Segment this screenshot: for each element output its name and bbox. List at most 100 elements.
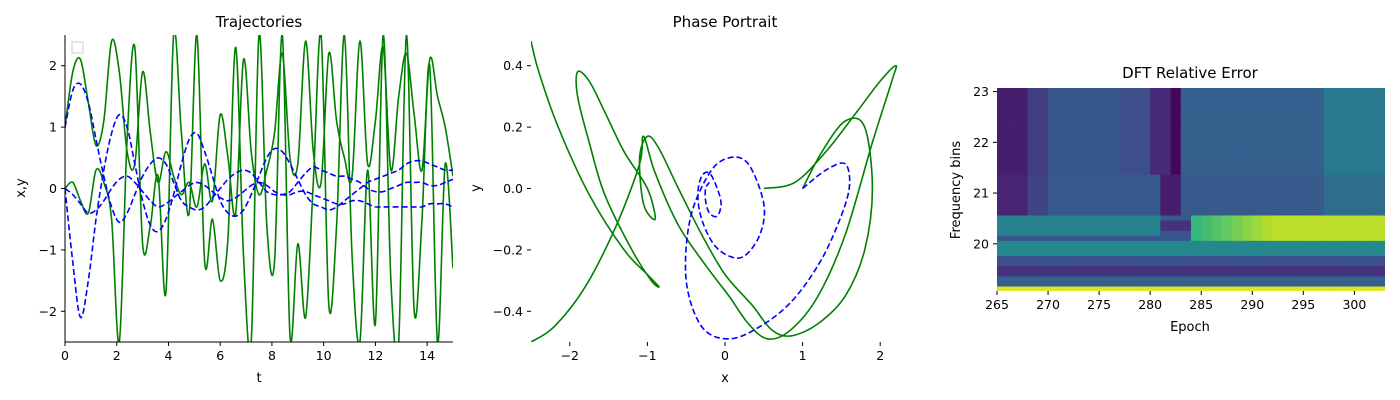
heatmap-cell [1191, 280, 1202, 287]
heatmap-cell [1364, 245, 1376, 251]
heatmap-cell [1109, 235, 1121, 241]
heatmap-cell [1221, 118, 1233, 125]
heatmap-cell [1354, 189, 1366, 196]
heatmap-cell [1242, 209, 1253, 216]
heatmap-cell [1027, 128, 1039, 135]
heatmap-cell [1088, 113, 1100, 120]
heatmap-cell [1252, 280, 1264, 287]
heatmap-cell [1344, 280, 1355, 287]
heatmap-cell [1282, 275, 1294, 282]
heatmap-cell [1354, 133, 1366, 140]
heatmap-cell [1058, 88, 1070, 94]
heatmap-cell [1262, 113, 1274, 120]
heatmap-cell [1293, 88, 1304, 94]
y-tick-label: −0.4 [493, 304, 523, 319]
heatmap-cell [1201, 245, 1213, 251]
heatmap-cell [1231, 250, 1243, 257]
heatmap-cell [1099, 184, 1110, 191]
heatmap-cell [1191, 128, 1202, 135]
heatmap-cell [1201, 260, 1213, 267]
heatmap-cell [1017, 199, 1029, 206]
heatmap-cell [1160, 214, 1172, 221]
heatmap-cell [1037, 280, 1049, 287]
heatmap-cell [1170, 143, 1182, 150]
heatmap-cell [1344, 189, 1355, 196]
heatmap-cell [1007, 189, 1019, 196]
heatmap-cell [1344, 143, 1355, 150]
heatmap-cell [1058, 285, 1070, 291]
heatmap-cell [1119, 174, 1131, 180]
heatmap-cell [1333, 204, 1345, 211]
heatmap-cell [997, 260, 1008, 267]
heatmap-cell [1017, 179, 1029, 186]
heatmap-cell [1303, 143, 1315, 150]
heatmap-cell [1007, 148, 1019, 155]
heatmap-cell [1262, 133, 1274, 140]
heatmap-cell [1211, 143, 1223, 150]
heatmap-cell [1374, 280, 1385, 287]
heatmap-cell [1323, 118, 1335, 125]
heatmap-cell [1313, 153, 1325, 160]
heatmap-cell [1139, 260, 1151, 267]
heatmap-cell [1374, 113, 1385, 120]
heatmap-cell [1221, 179, 1233, 186]
heatmap-cell [1078, 179, 1090, 186]
heatmap-cell [1303, 270, 1315, 277]
heatmap-cell [1344, 265, 1355, 272]
heatmap-cell [1272, 230, 1284, 236]
heatmap-cell [1150, 225, 1161, 231]
heatmap-cell [1150, 148, 1161, 155]
heatmap-cell [1252, 209, 1264, 216]
heatmap-cell [1354, 230, 1366, 236]
heatmap-cell [1323, 255, 1335, 262]
heatmap-cell [1354, 128, 1366, 135]
heatmap-cell [1109, 184, 1121, 191]
heatmap-cell [1333, 179, 1345, 186]
heatmap-cell [1231, 245, 1243, 251]
heatmap-cell [1201, 169, 1213, 175]
heatmap-cell [1191, 219, 1202, 226]
heatmap-cell [1007, 113, 1019, 120]
heatmap-cell [1037, 225, 1049, 231]
heatmap-cell [1303, 265, 1315, 272]
heatmap-cell [1354, 219, 1366, 226]
heatmap-cell [1160, 285, 1172, 291]
heatmap-cell [1099, 209, 1110, 216]
heatmap-cell [1242, 204, 1253, 211]
heatmap-cell [1017, 230, 1029, 236]
heatmap-cell [1313, 179, 1325, 186]
heatmap-cell [1374, 179, 1385, 186]
heatmap-cell [1374, 103, 1385, 109]
heatmap-cell [1201, 184, 1213, 191]
heatmap-cell [1354, 108, 1366, 114]
heatmap-cell [1027, 255, 1039, 262]
heatmap-cell [1150, 204, 1161, 211]
heatmap-cell [1313, 128, 1325, 135]
heatmap-cell [1007, 225, 1019, 231]
heatmap-cell [1027, 88, 1039, 94]
heatmap-cell [1191, 103, 1202, 109]
heatmap-cell [1333, 118, 1345, 125]
heatmap-cell [1078, 204, 1090, 211]
heatmap-cell [1344, 98, 1355, 104]
heatmap-cell [1252, 93, 1264, 99]
heatmap-cell [1333, 265, 1345, 272]
heatmap-cell [1037, 240, 1049, 246]
heatmap-cell [1119, 214, 1131, 221]
heatmap-cell [1242, 164, 1253, 170]
heatmap-cell [1272, 194, 1284, 201]
heatmap-cell [1160, 230, 1172, 236]
heatmap-cell [1344, 118, 1355, 125]
trajectories-xlabel: t [256, 371, 261, 386]
heatmap-cell [1017, 169, 1029, 175]
heatmap-cell [1211, 219, 1223, 226]
heatmap-cell [1129, 250, 1141, 257]
heatmap-cell [1364, 174, 1376, 180]
heatmap-cell [1344, 204, 1355, 211]
heatmap-cell [1303, 113, 1315, 120]
phase-xlabel: x [721, 371, 729, 386]
heatmap-cell [1282, 199, 1294, 206]
heatmap-cell [1272, 280, 1284, 287]
heatmap-cell [1221, 164, 1233, 170]
heatmap-cell [1088, 179, 1100, 186]
